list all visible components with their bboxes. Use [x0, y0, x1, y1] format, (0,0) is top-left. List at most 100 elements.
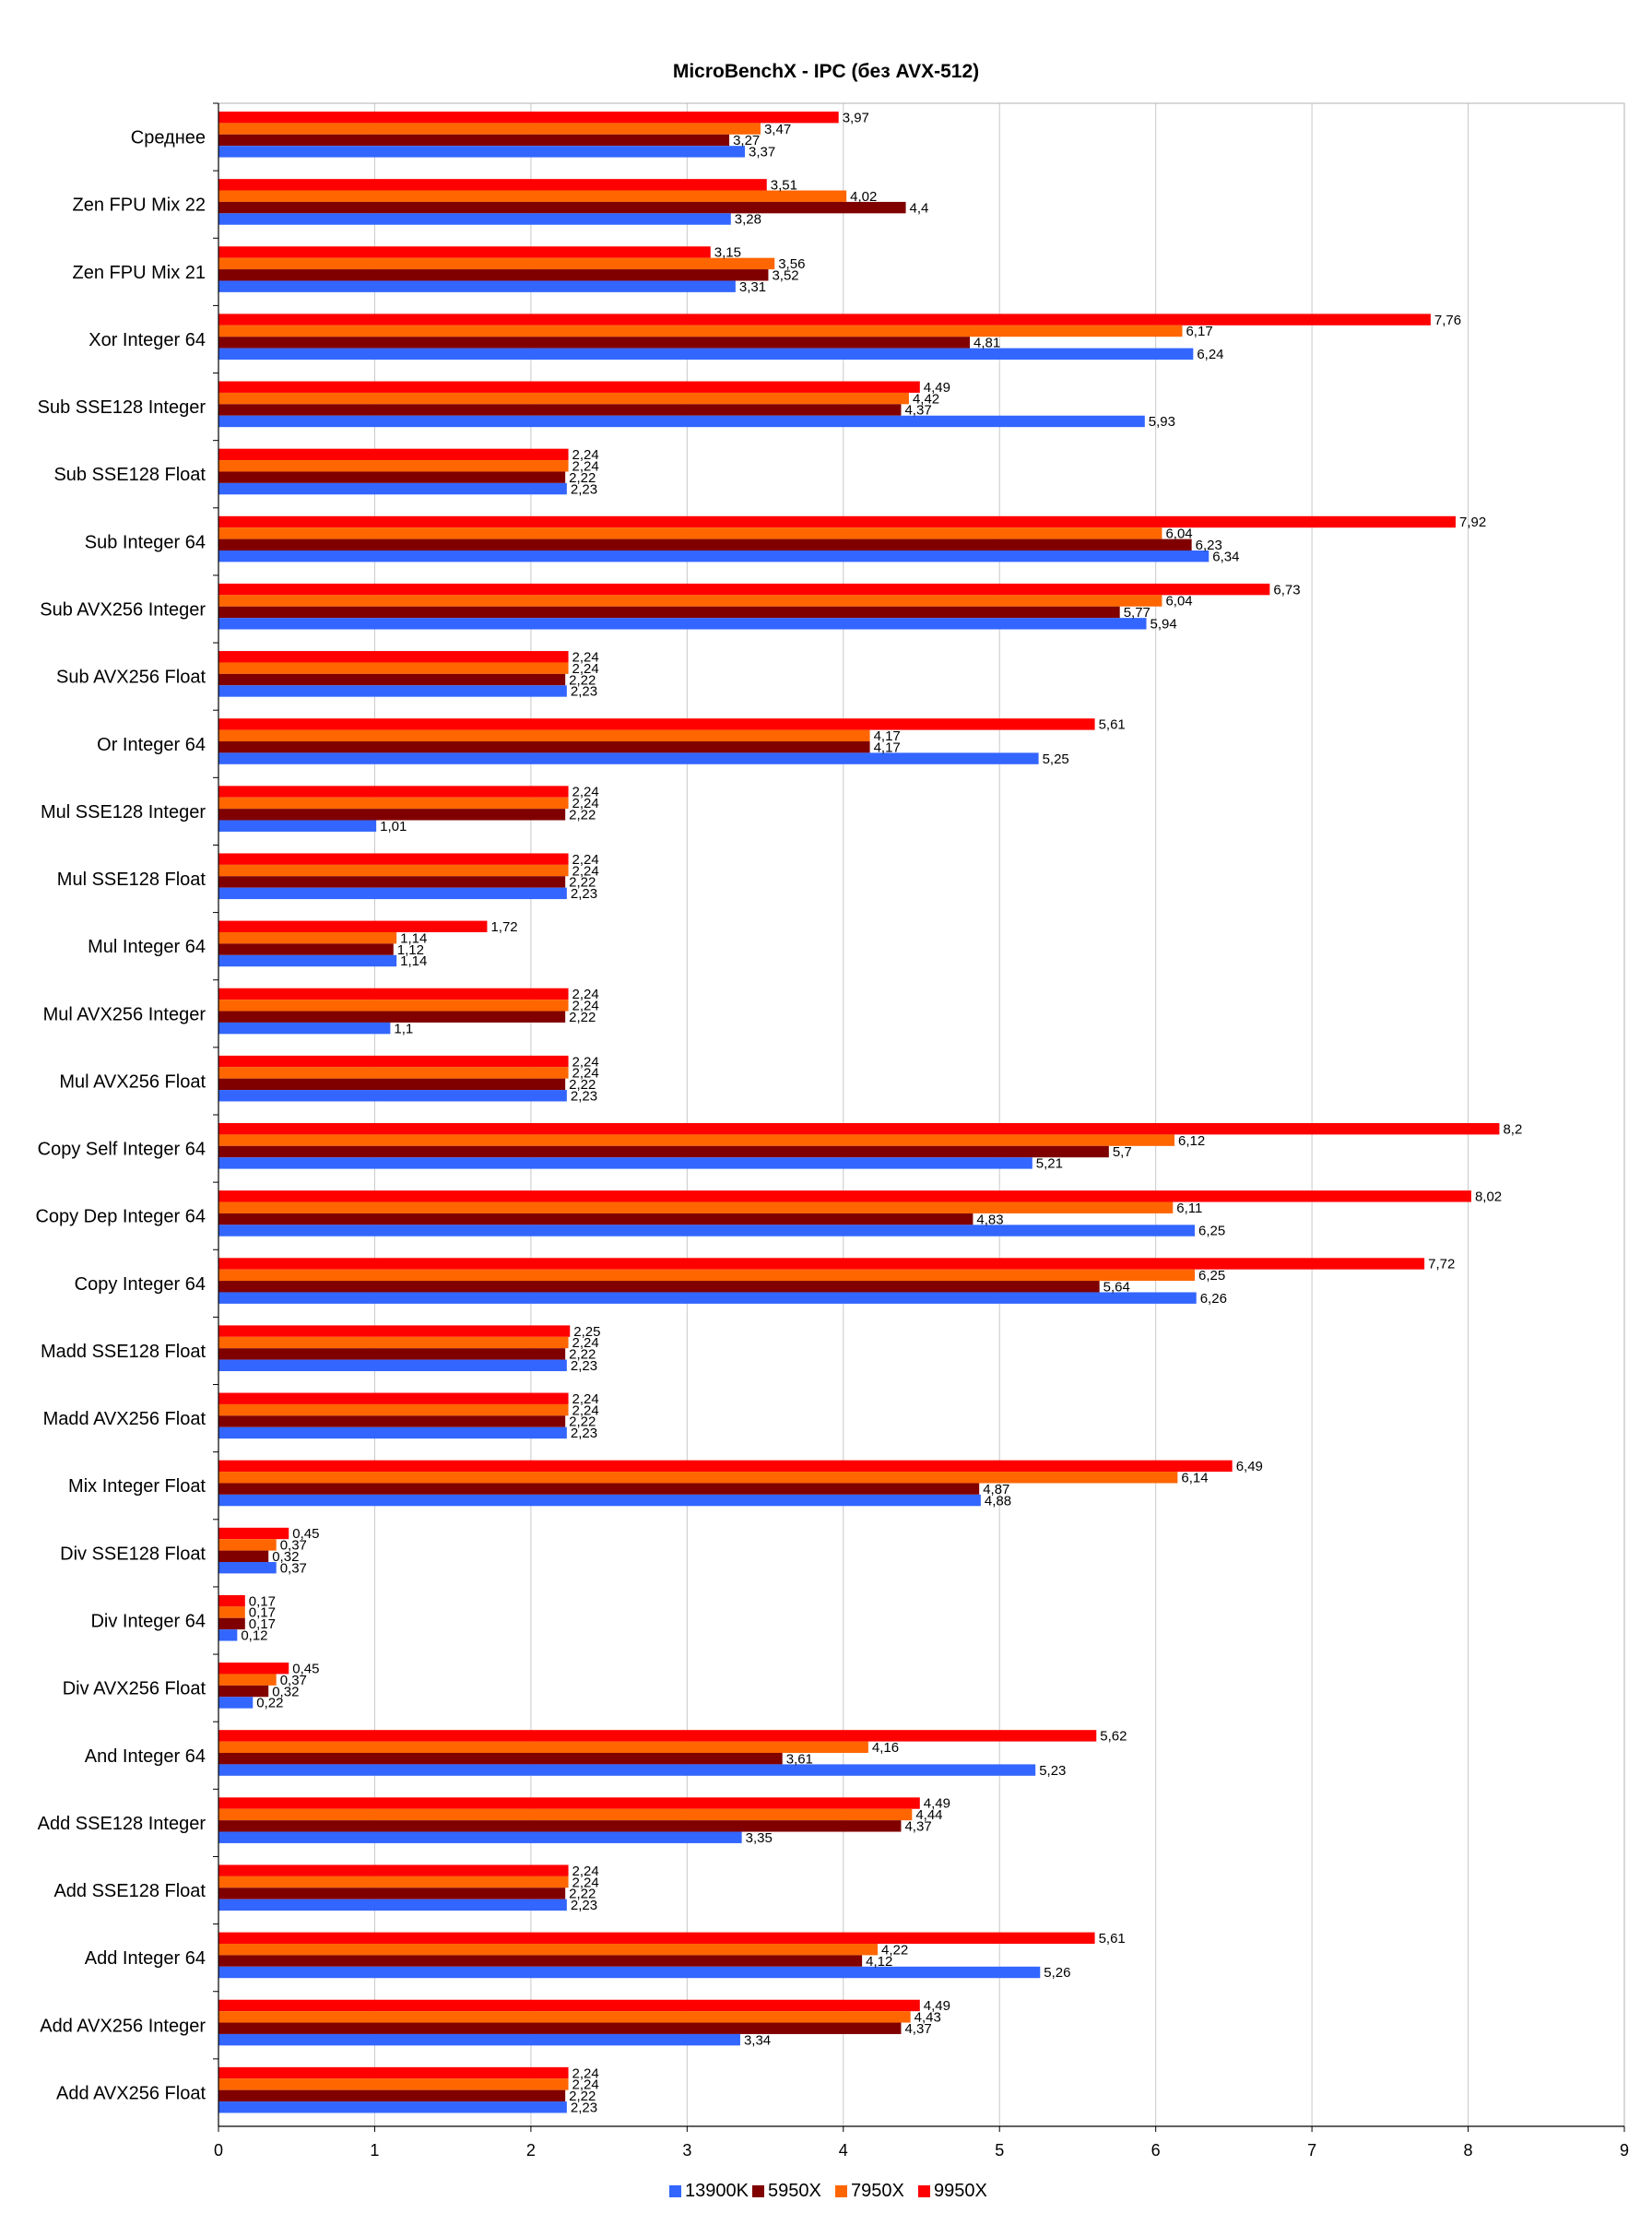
category-label: Add AVX256 Integer: [40, 2016, 206, 2036]
bar-5950X: [218, 876, 566, 888]
x-tick-label: 8: [1464, 2141, 1473, 2160]
bar-9950X: [218, 1932, 1095, 1944]
data-label: 3,27: [733, 133, 760, 148]
legend-swatch-13900K: [669, 2185, 681, 2197]
data-label: 4,81: [974, 336, 1000, 351]
bar-7950X: [218, 1134, 1174, 1146]
data-label: 5,23: [1039, 1763, 1066, 1779]
bar-9950X: [218, 718, 1095, 730]
bar-9950X: [218, 1392, 569, 1404]
data-label: 1,72: [490, 919, 517, 935]
bar-9950X: [218, 786, 569, 798]
data-label: 4,83: [976, 1212, 1003, 1227]
bar-9950X: [218, 381, 920, 393]
data-label: 4,22: [881, 1942, 908, 1958]
bar-5950X: [218, 1955, 863, 1967]
bar-7950X: [218, 460, 569, 472]
data-label: 6,04: [1165, 594, 1192, 609]
data-label: 3,15: [714, 245, 741, 261]
category-label: Mul AVX256 Float: [59, 1071, 206, 1092]
data-label: 4,17: [874, 728, 901, 744]
data-label: 2,24: [572, 661, 599, 677]
data-label: 1,12: [397, 942, 424, 958]
bar-9950X: [218, 1663, 289, 1675]
category-label: Mul SSE128 Integer: [41, 802, 206, 822]
bar-13900K: [218, 1090, 567, 1102]
bar-9950X: [218, 1325, 571, 1337]
bar-5950X: [218, 134, 730, 147]
data-label: 0,45: [292, 1661, 319, 1676]
bar-13900K: [218, 1697, 254, 1709]
data-label: 3,56: [778, 256, 805, 272]
data-label: 0,32: [272, 1549, 299, 1565]
category-label: Среднее: [131, 128, 206, 148]
bar-7950X: [218, 1674, 277, 1686]
data-label: 0,37: [280, 1673, 307, 1688]
data-label: 5,94: [1150, 617, 1177, 633]
x-tick-label: 9: [1620, 2141, 1629, 2160]
bar-9950X: [218, 1258, 1425, 1270]
legend: 13900K 5950X 7950X 9950X: [669, 2181, 987, 2201]
data-label: 5,62: [1100, 1729, 1127, 1745]
bar-5950X: [218, 471, 566, 483]
data-label: 6,26: [1200, 1291, 1227, 1307]
data-label: 2,24: [572, 2065, 599, 2081]
data-label: 2,23: [571, 886, 597, 902]
data-label: 6,25: [1198, 1224, 1225, 1239]
data-label: 5,61: [1099, 1931, 1126, 1947]
category-label: Add SSE128 Float: [53, 1881, 206, 1901]
category-label: Add AVX256 Float: [56, 2083, 206, 2103]
category-label: Copy Integer 64: [75, 1274, 206, 1295]
bar-7950X: [218, 1067, 569, 1079]
data-label: 2,22: [569, 1347, 596, 1363]
data-label: 2,24: [572, 863, 599, 879]
data-label: 2,24: [572, 458, 599, 474]
bar-13900K: [218, 146, 746, 158]
bar-5950X: [218, 1888, 566, 1899]
data-label: 5,93: [1149, 414, 1175, 430]
data-label: 2,22: [569, 2089, 596, 2104]
data-label: 0,37: [280, 1560, 307, 1576]
data-labels: 3,973,473,273,373,514,024,43,283,153,563…: [241, 110, 1522, 2115]
data-label: 3,52: [772, 267, 798, 283]
bar-9950X: [218, 1123, 1500, 1135]
bar-13900K: [218, 752, 1039, 764]
bar-13900K: [218, 280, 736, 292]
data-label: 4,37: [904, 1819, 931, 1835]
data-label: 2,23: [571, 1088, 597, 1104]
bar-5950X: [218, 809, 566, 821]
bar-13900K: [218, 954, 397, 967]
bars: [218, 112, 1500, 2113]
bar-13900K: [218, 1292, 1197, 1304]
category-label: Zen FPU Mix 21: [73, 263, 206, 283]
bar-7950X: [218, 1876, 569, 1888]
category-label: Mul Integer 64: [88, 937, 206, 957]
bar-5950X: [218, 1753, 783, 1765]
data-label: 2,22: [569, 1414, 596, 1430]
data-label: 6,73: [1273, 582, 1300, 598]
bar-5950X: [218, 1820, 902, 1832]
data-label: 4,87: [983, 1482, 1009, 1497]
data-label: 4,02: [850, 189, 877, 205]
data-label: 2,25: [573, 1324, 600, 1340]
data-label: 3,31: [739, 279, 766, 295]
data-label: 4,37: [904, 2021, 931, 2037]
axes: 0 1 2 3 4 5 6 7 8 9 Среднее Zen FPU Mix 22 Zen FPU M…: [35, 102, 1629, 2160]
bar-5950X: [218, 1685, 269, 1698]
x-tick-label: 3: [682, 2141, 691, 2160]
bar-7950X: [218, 1741, 868, 1753]
data-label: 3,35: [746, 1830, 773, 1846]
data-label: 3,28: [735, 212, 761, 228]
category-label: Sub AVX256 Float: [56, 668, 206, 688]
data-label: 5,26: [1044, 1965, 1070, 1981]
data-label: 4,88: [985, 1493, 1011, 1509]
category-label: Or Integer 64: [97, 735, 206, 755]
data-label: 0,17: [249, 1593, 276, 1609]
bar-13900K: [218, 887, 567, 900]
data-label: 3,97: [843, 110, 869, 125]
data-label: 8,2: [1503, 1121, 1522, 1137]
data-label: 0,17: [249, 1616, 276, 1632]
data-label: 2,24: [572, 1066, 599, 1082]
legend-swatch-7950X: [835, 2185, 847, 2197]
bar-13900K: [218, 1629, 238, 1641]
